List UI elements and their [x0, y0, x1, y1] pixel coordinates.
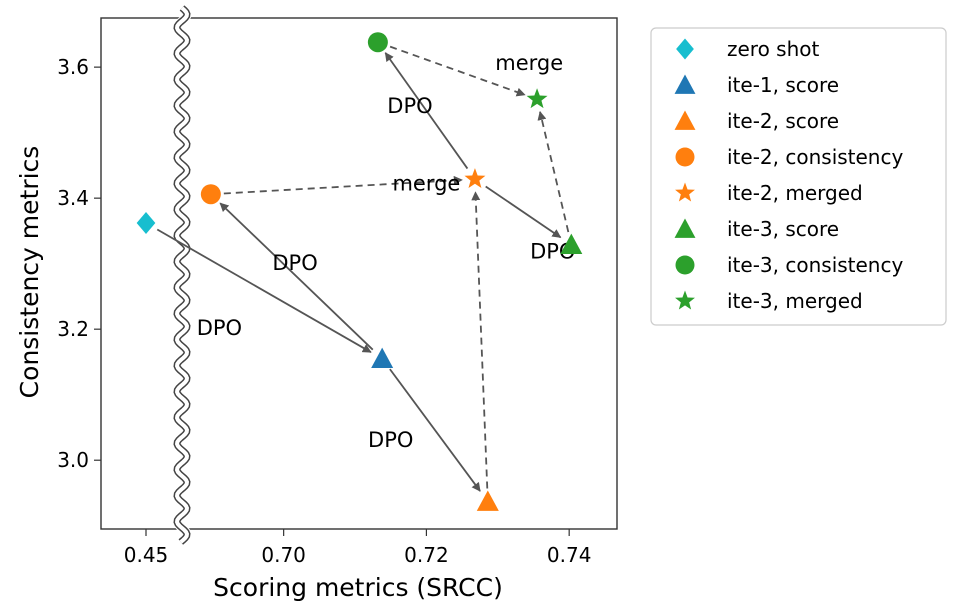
legend-marker-ite1s [674, 74, 696, 94]
annotation-label: DPO [368, 428, 413, 452]
point-ite3m [526, 88, 548, 109]
legend-label: ite-3, score [727, 217, 839, 241]
legend-marker-ite3m [675, 290, 695, 310]
arrow-zero-to-ite1s [156, 228, 372, 353]
point-ite2m [464, 168, 486, 189]
arrow-ite1s-to-ite2c [219, 202, 374, 351]
arrow-ite2m-to-ite3s [485, 185, 562, 239]
legend-label: ite-1, score [727, 73, 839, 97]
legend-label: zero shot [727, 37, 820, 61]
legend-marker-ite2c [675, 147, 695, 167]
legend-marker-ite2s [674, 110, 696, 130]
plot-area: 0.45 0.70 0.72 0.74 3.0 3.2 3.4 3.6 DPO DPO DPO DPO… [57, 4, 618, 567]
axis-break-fill [174, 6, 190, 544]
annotation-label: DPO [272, 251, 317, 275]
arrow-ite2m-to-ite3c [384, 52, 469, 170]
y-tick-label: 3.0 [57, 448, 89, 472]
legend: zero shot ite-1, score ite-2, score ite-2, … [650, 27, 947, 326]
point-ite2s [476, 490, 499, 511]
y-tick-label: 3.2 [57, 317, 89, 341]
x-tick-label: 0.74 [547, 543, 592, 567]
legend-entry: ite-1, score [674, 73, 839, 97]
legend-marker-ite3c [675, 255, 695, 275]
legend-entry: ite-3, score [674, 217, 839, 241]
y-tick-label: 3.6 [57, 55, 89, 79]
x-tick-label: 0.70 [261, 543, 306, 567]
legend-label: ite-3, consistency [727, 253, 903, 277]
annotation-label: merge [392, 171, 460, 195]
point-ite3s [560, 233, 583, 255]
legend-marker-ite3s [674, 218, 696, 238]
legend-entry: ite-2, merged [675, 181, 863, 205]
legend-entry: ite-2, consistency [675, 145, 903, 169]
legend-marker-ite2m [675, 182, 695, 202]
y-tick-label: 3.4 [57, 186, 89, 210]
legend-label: ite-2, score [727, 109, 839, 133]
legend-box [650, 27, 947, 326]
point-ite1s [371, 347, 394, 369]
annotation-label: DPO [387, 94, 432, 118]
legend-entry: zero shot [676, 37, 820, 61]
x-tick-label: 0.72 [404, 543, 449, 567]
legend-entry: ite-3, merged [675, 289, 863, 313]
legend-entry: ite-2, score [674, 109, 839, 133]
legend-label: ite-3, merged [727, 289, 863, 313]
point-ite2c [200, 184, 221, 205]
annotation-label: DPO [197, 316, 242, 340]
y-axis-title: Consistency metrics [15, 146, 44, 399]
x-tick-label: 0.45 [124, 543, 169, 567]
point-zero [136, 212, 156, 235]
arrow-ite3s-to-ite3m [537, 111, 570, 233]
arrow-ite2c-to-ite2m [223, 175, 463, 195]
legend-marker-zero [676, 38, 694, 60]
arrow-ite1s-to-ite2s [389, 368, 481, 492]
annotation-label: merge [495, 51, 563, 75]
point-ite3c [367, 32, 388, 53]
x-axis-title: Scoring metrics (SRCC) [213, 573, 503, 602]
legend-entry: ite-3, consistency [675, 253, 903, 277]
legend-label: ite-2, merged [727, 181, 863, 205]
arrow-ite2s-to-ite2m [471, 191, 489, 489]
plot-frame [100, 17, 618, 530]
legend-label: ite-2, consistency [727, 145, 903, 169]
